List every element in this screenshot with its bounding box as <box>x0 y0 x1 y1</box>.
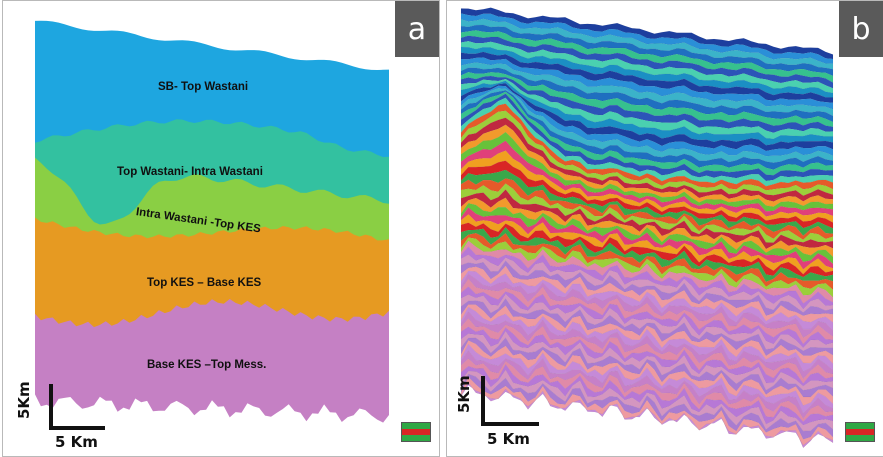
layer-intra-wastani-top-kes <box>35 154 389 241</box>
layer-top-wastani-intra-wastani <box>35 117 389 225</box>
scale-label-horizontal: 5 Km <box>55 433 98 451</box>
legend-stripe <box>402 428 430 435</box>
legend-stripe <box>846 434 874 441</box>
layer-sb-top-wastani <box>35 20 389 158</box>
scale-bar-horizontal <box>481 422 539 426</box>
panel-a-layers <box>35 20 389 423</box>
label-top-wastani-intra-wastani: Top Wastani- Intra Wastani <box>117 166 263 178</box>
panel-a: a SB- Top Wastani Top Wastani- Intra Was… <box>2 0 440 457</box>
scale-label-vertical: 5Km <box>455 375 473 413</box>
panel-a-tag: a <box>395 1 439 57</box>
label-base-kes-top-mess: Base KES –Top Mess. <box>147 359 267 371</box>
scale-bar-vertical <box>49 384 53 430</box>
legend-stripe <box>846 428 874 435</box>
panel-b: b 5Km 5 Km <box>446 0 883 457</box>
scale-label-vertical: 5Km <box>15 381 33 419</box>
legend-stripe <box>402 434 430 441</box>
panel-b-tag: b <box>839 1 883 57</box>
label-sb-top-wastani: SB- Top Wastani <box>158 81 249 93</box>
scale-bar-horizontal <box>49 426 105 430</box>
panel-b-horizon-stack <box>460 7 834 449</box>
legend-color-icon <box>401 422 431 442</box>
legend-stripe <box>846 423 874 429</box>
scale-bar-vertical <box>481 376 485 426</box>
legend-stripe <box>402 423 430 429</box>
scale-label-horizontal: 5 Km <box>487 430 530 448</box>
horizon-band <box>460 382 834 449</box>
legend-color-icon <box>845 422 875 442</box>
layer-top-kes-base-kes <box>35 214 389 328</box>
layer-base-kes-top-mess <box>35 296 389 423</box>
label-top-kes-base-kes: Top KES – Base KES <box>147 277 262 289</box>
